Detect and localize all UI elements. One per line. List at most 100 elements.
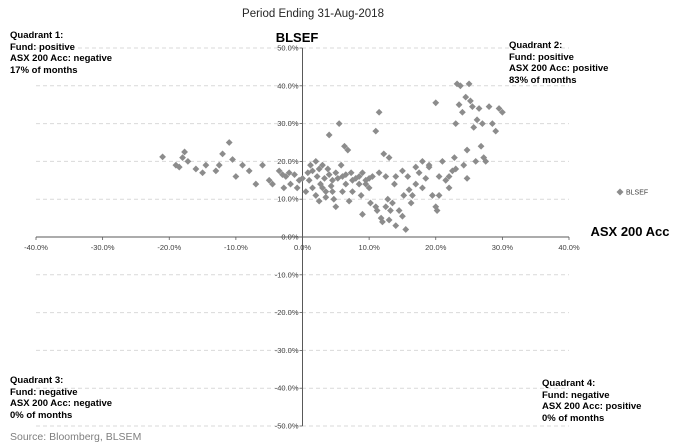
data-point (477, 142, 485, 150)
data-point (275, 167, 283, 175)
data-point (302, 188, 310, 196)
data-point (463, 175, 471, 182)
data-point (433, 207, 441, 214)
data-point (399, 167, 406, 175)
data-point (325, 131, 333, 139)
data-point (465, 80, 473, 88)
data-point (470, 123, 478, 131)
data-point (359, 169, 366, 177)
quadrant-3-note: Quadrant 3: Fund: negative ASX 200 Acc: … (10, 375, 112, 421)
data-point (181, 148, 188, 156)
data-point (367, 199, 374, 207)
x-tick-label: -20.0% (157, 243, 181, 252)
data-point (312, 192, 320, 199)
data-point (327, 182, 335, 190)
data-point (445, 184, 453, 192)
quadrant-3-asx: ASX 200 Acc: negative (10, 398, 113, 409)
quadrant-4-title: Quadrant 4: (542, 378, 596, 389)
data-point (457, 82, 464, 90)
data-point (488, 120, 496, 127)
y-tick-label: 40.0% (277, 81, 299, 90)
data-point (313, 173, 321, 180)
data-point (319, 161, 326, 169)
data-point (425, 161, 433, 169)
data-point (400, 192, 408, 199)
data-point (287, 180, 294, 188)
data-point (342, 180, 350, 188)
data-point (344, 146, 352, 154)
data-point (339, 188, 346, 196)
data-point (365, 184, 373, 192)
y-tick-label: -30.0% (275, 346, 299, 355)
data-point (175, 163, 183, 171)
data-point (412, 180, 420, 188)
data-point (405, 186, 413, 194)
data-point (498, 108, 506, 116)
data-point (282, 173, 290, 180)
data-point (212, 167, 220, 175)
data-point (453, 80, 461, 88)
data-point (375, 169, 383, 177)
data-point (355, 173, 363, 180)
data-point (419, 158, 426, 165)
data-point (389, 199, 396, 207)
data-point (232, 173, 240, 180)
data-point (435, 192, 443, 199)
data-point (309, 184, 316, 192)
data-point (159, 153, 166, 161)
x-axis-title: ASX 200 Acc (590, 224, 669, 239)
data-point (332, 169, 340, 177)
quadrant-3-title: Quadrant 3: (10, 375, 64, 386)
data-point (455, 101, 463, 109)
quadrant-4-fund: Fund: negative (542, 389, 610, 401)
data-point (335, 120, 343, 127)
data-point (392, 173, 400, 180)
data-point (280, 184, 288, 192)
data-point (478, 120, 486, 127)
data-point (432, 99, 440, 107)
quadrant-1-fund: Fund: positive (10, 41, 75, 53)
data-point (468, 103, 476, 110)
data-point (305, 176, 313, 184)
data-point (239, 161, 246, 169)
data-point (391, 180, 398, 188)
data-point (347, 169, 355, 177)
data-point (387, 207, 394, 214)
data-point (321, 175, 328, 182)
quadrant-3-fund: Fund: negative (10, 386, 78, 398)
y-tick-label: -10.0% (275, 270, 299, 279)
quadrant-2-asx: ASX 200 Acc: positive (509, 63, 609, 74)
data-point (412, 163, 420, 171)
data-point (219, 150, 226, 158)
data-point (492, 127, 500, 135)
data-point (329, 188, 336, 196)
data-point (304, 169, 312, 177)
data-point (293, 184, 301, 192)
data-point (382, 173, 390, 180)
data-points (159, 80, 506, 233)
quadrant-2-title: Quadrant 2: (509, 40, 563, 51)
y-axis-title: BLSEF (276, 30, 319, 45)
data-point (449, 167, 456, 175)
data-point (402, 226, 410, 233)
data-point (379, 218, 386, 226)
data-point (332, 203, 340, 211)
data-point (322, 193, 330, 201)
data-point (337, 161, 345, 169)
data-point (349, 176, 356, 184)
data-point (459, 108, 466, 116)
y-tick-label: 50.0% (277, 44, 299, 53)
data-point (422, 175, 430, 182)
x-tick-labels: -40.0% -30.0% -20.0% -10.0% 0.0% 10.0% 20.0% 30… (24, 243, 580, 252)
quadrant-2-months: 83% of months (509, 74, 577, 86)
data-point (322, 188, 330, 196)
data-point (199, 169, 206, 177)
data-point (172, 161, 180, 169)
quadrant-1-note: Quadrant 1: Fund: positive ASX 200 Acc: … (10, 30, 112, 76)
data-point (460, 161, 468, 169)
data-point (299, 175, 306, 182)
quadrant-1-months: 17% of months (10, 64, 78, 76)
data-point (462, 93, 470, 101)
data-point (442, 176, 450, 184)
